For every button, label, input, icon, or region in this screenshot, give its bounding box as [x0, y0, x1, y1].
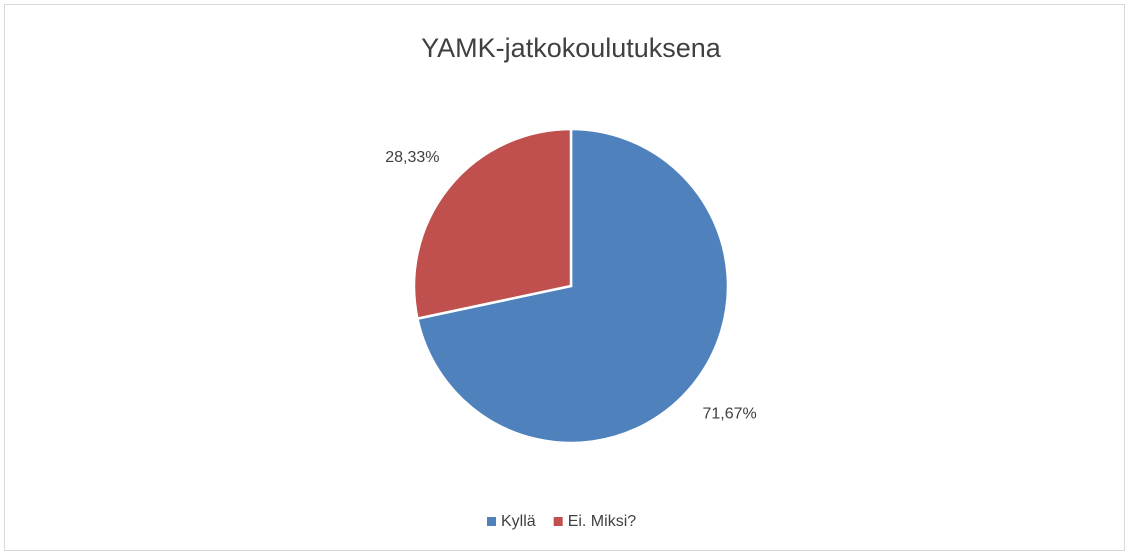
legend-label: Ei. Miksi? [568, 513, 637, 530]
legend-swatch [487, 517, 496, 526]
legend-label: Kyllä [501, 513, 536, 530]
legend-swatch [553, 517, 563, 526]
pie-slice [415, 127, 730, 445]
pie-slice [412, 127, 573, 321]
chart-title: YAMK-jatkokoulutuksena [421, 33, 722, 63]
data-label: 28,33% [385, 149, 439, 166]
data-label: 71,67% [702, 406, 756, 423]
